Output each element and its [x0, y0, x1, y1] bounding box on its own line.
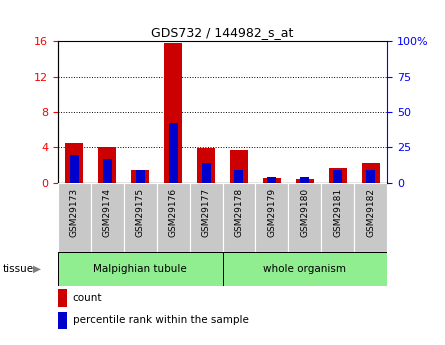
- Bar: [157, 183, 190, 252]
- Bar: [197, 148, 215, 183]
- Text: whole organism: whole organism: [263, 264, 346, 274]
- Bar: [296, 179, 314, 183]
- Bar: [58, 252, 222, 286]
- Text: GSM29176: GSM29176: [169, 188, 178, 237]
- Text: GSM29174: GSM29174: [103, 188, 112, 237]
- Text: percentile rank within the sample: percentile rank within the sample: [73, 315, 249, 325]
- Bar: [267, 177, 276, 183]
- Bar: [333, 170, 342, 183]
- Bar: [222, 183, 255, 252]
- Bar: [91, 183, 124, 252]
- Text: GSM29177: GSM29177: [202, 188, 210, 237]
- Bar: [65, 143, 83, 183]
- Bar: [222, 252, 387, 286]
- Text: GSM29181: GSM29181: [333, 188, 342, 237]
- Bar: [169, 124, 178, 183]
- Bar: [329, 168, 347, 183]
- Text: count: count: [73, 293, 102, 303]
- Title: GDS732 / 144982_s_at: GDS732 / 144982_s_at: [151, 26, 294, 39]
- Bar: [263, 178, 281, 183]
- Text: GSM29180: GSM29180: [300, 188, 309, 237]
- Bar: [136, 170, 145, 183]
- Bar: [58, 183, 91, 252]
- Bar: [321, 183, 354, 252]
- Text: ▶: ▶: [32, 264, 40, 274]
- Text: GSM29175: GSM29175: [136, 188, 145, 237]
- Bar: [362, 164, 380, 183]
- Bar: [366, 170, 375, 183]
- Bar: [235, 170, 243, 183]
- Bar: [58, 312, 67, 329]
- Bar: [164, 43, 182, 183]
- Text: GSM29182: GSM29182: [366, 188, 375, 237]
- Text: GSM29178: GSM29178: [235, 188, 243, 237]
- Text: GSM29179: GSM29179: [267, 188, 276, 237]
- Bar: [190, 183, 222, 252]
- Text: GSM29173: GSM29173: [70, 188, 79, 237]
- Bar: [131, 170, 149, 183]
- Bar: [124, 183, 157, 252]
- Bar: [255, 183, 288, 252]
- Bar: [288, 183, 321, 252]
- Bar: [202, 163, 210, 183]
- Bar: [300, 177, 309, 183]
- Text: tissue: tissue: [2, 264, 33, 274]
- Bar: [230, 150, 248, 183]
- Bar: [103, 159, 112, 183]
- Bar: [98, 147, 116, 183]
- Bar: [58, 289, 67, 306]
- Text: Malpighian tubule: Malpighian tubule: [93, 264, 187, 274]
- Bar: [70, 155, 79, 183]
- Bar: [354, 183, 387, 252]
